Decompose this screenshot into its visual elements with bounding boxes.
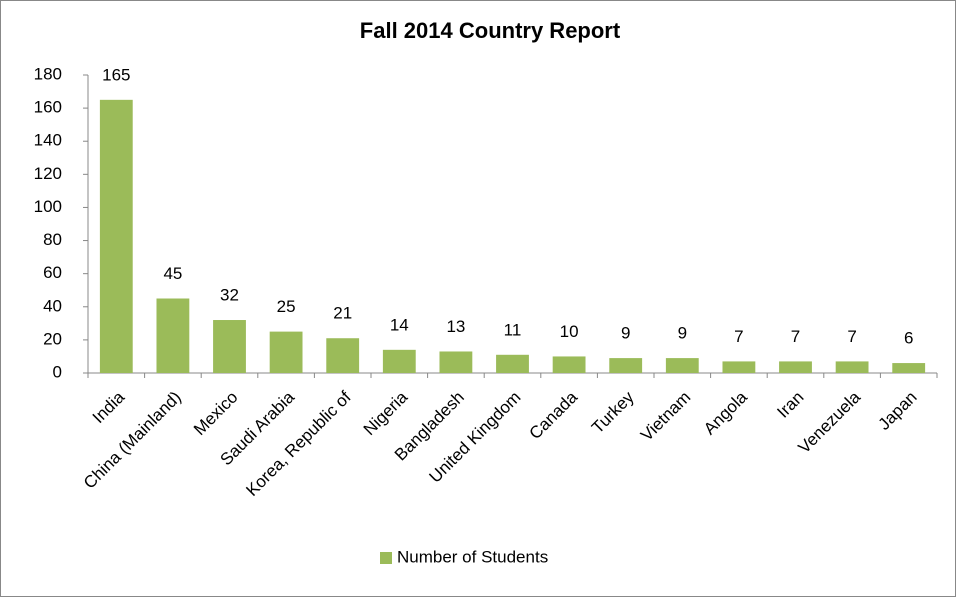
data-label: 7 [847,327,856,346]
bar [609,358,643,373]
bar [892,363,926,373]
y-tick-label: 140 [34,131,62,150]
y-tick-label: 60 [43,263,62,282]
y-tick-label: 100 [34,197,62,216]
bar [722,361,756,373]
y-tick-label: 20 [43,329,62,348]
y-tick-label: 0 [53,362,62,381]
data-label: 32 [220,286,239,305]
y-tick-label: 80 [43,230,62,249]
bar [382,349,416,373]
data-label: 6 [904,329,913,348]
chart-title: Fall 2014 Country Report [360,18,621,43]
bar [779,361,812,373]
data-label: 11 [504,320,522,339]
data-label: 45 [163,264,182,283]
bar [99,99,133,373]
bar [496,354,529,373]
bar [326,338,360,373]
y-tick-label: 180 [34,64,62,83]
legend-label: Number of Students [397,547,548,566]
data-label: 10 [560,322,579,341]
y-tick-label: 120 [34,164,62,183]
bar [213,320,246,373]
bar [552,356,586,373]
bar [156,298,190,373]
data-label: 165 [102,65,130,84]
legend-swatch [380,552,392,564]
data-label: 21 [333,304,352,323]
data-label: 7 [791,327,800,346]
bar [439,351,473,373]
data-label: 13 [446,317,465,336]
y-tick-label: 40 [43,296,62,315]
data-label: 7 [734,327,743,346]
bar [269,331,303,373]
data-label: 14 [390,315,409,334]
bar [835,361,869,373]
data-label: 25 [277,297,296,316]
data-label: 9 [678,324,687,343]
bar [665,358,699,373]
data-label: 9 [621,324,630,343]
y-tick-label: 160 [34,98,62,117]
